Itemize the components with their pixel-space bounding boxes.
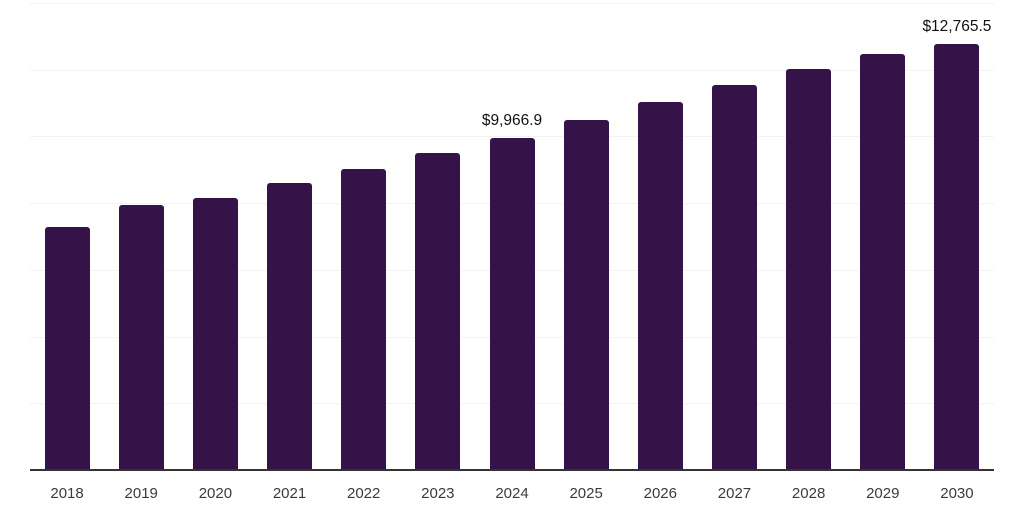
x-tick-label-2023: 2023 [421,485,455,502]
bar-2024 [489,137,535,469]
x-tick-label-2025: 2025 [569,485,603,502]
x-tick-label-2027: 2027 [717,485,752,502]
bar-2020 [192,197,238,469]
x-tick-label-2018: 2018 [50,485,84,502]
x-tick-label-2030: 2030 [940,485,974,502]
x-tick-label-2028: 2028 [791,485,826,502]
bar-2022 [341,169,387,469]
bar-2029 [860,53,906,469]
x-axis-line [30,469,994,471]
bar-2019 [118,205,164,469]
bar-2018 [44,227,90,469]
gridline [30,69,994,71]
gridline [30,136,994,138]
bar-2026 [637,102,683,469]
x-tick-label-2020: 2020 [198,485,233,502]
x-tick-label-2019: 2019 [124,485,158,502]
bar-2023 [415,153,461,469]
bar-2028 [786,68,832,469]
data-label-2030: $12,765.5 [922,18,992,36]
x-tick-label-2026: 2026 [643,485,677,502]
x-tick-label-2022: 2022 [347,485,381,502]
bar-2027 [711,85,757,469]
x-tick-label-2021: 2021 [272,485,307,502]
gridline [30,3,994,4]
data-label-2024: $9,966.9 [481,111,543,129]
bar-2030 [934,44,980,469]
bar-2021 [267,183,313,469]
bar-2025 [563,120,609,469]
x-tick-label-2024: 2024 [495,485,529,502]
x-tick-label-2029: 2029 [866,485,900,502]
